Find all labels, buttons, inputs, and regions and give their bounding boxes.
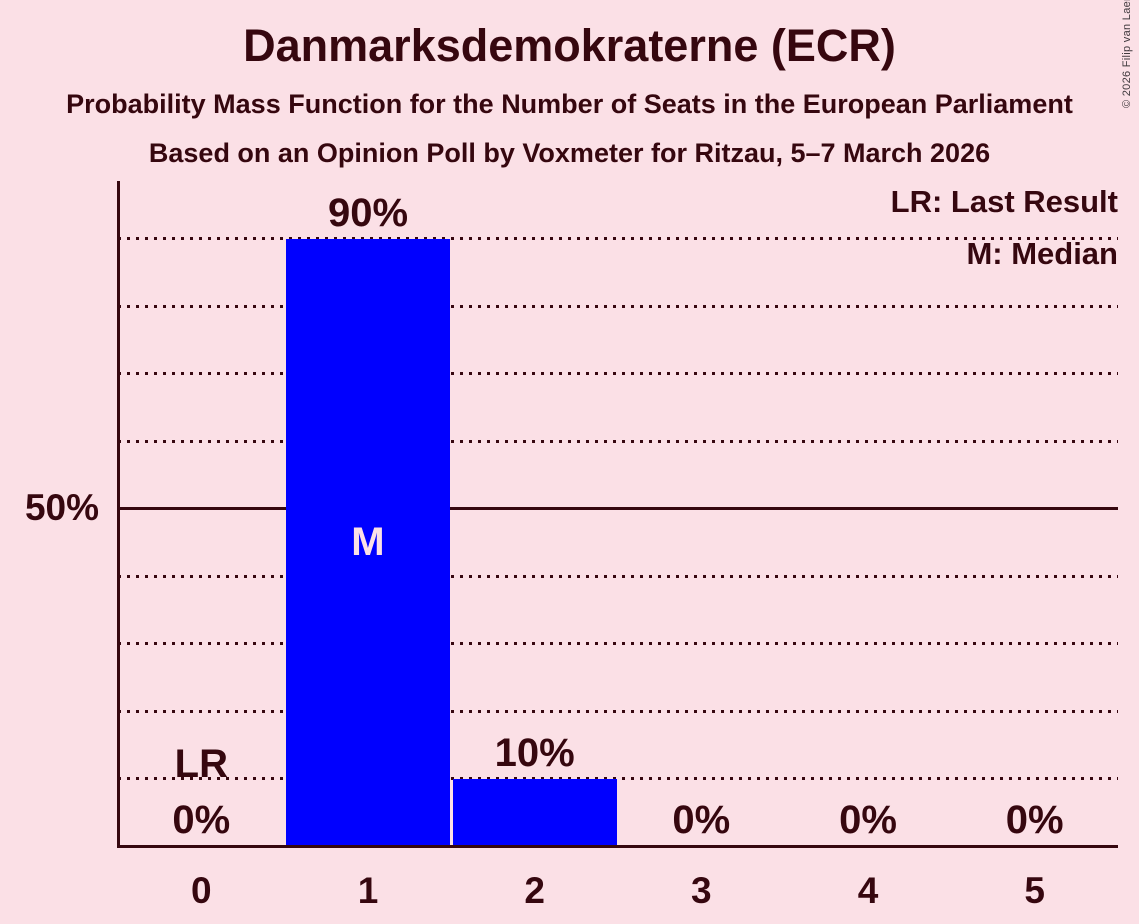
gridline-dotted-80 <box>118 304 1118 308</box>
gridline-dotted-40 <box>118 574 1118 578</box>
y-axis-line <box>116 181 120 848</box>
x-axis-label-1: 1 <box>357 870 379 911</box>
bar-value-label-3: 0% <box>672 798 731 842</box>
bar-slot-2: 10% <box>451 181 618 846</box>
legend-last-result: LR: Last Result <box>890 184 1118 219</box>
chart-title: Danmarksdemokraterne (ECR) <box>243 20 896 71</box>
bar-slot-5: 0% <box>951 181 1118 846</box>
gridline-dotted-60 <box>118 439 1118 443</box>
plot-area: 0% LR M 90% 10% 0% 0% 0% <box>116 181 1118 848</box>
x-axis-label-5: 5 <box>1024 870 1045 911</box>
gridline-dotted-30 <box>118 642 1118 645</box>
gridline-dotted-10 <box>118 777 1118 780</box>
bar-slot-4: 0% <box>785 181 952 846</box>
bar-seats-2 <box>452 778 617 846</box>
gridline-dotted-90 <box>118 237 1118 240</box>
bar-value-label-5: 0% <box>1005 798 1064 842</box>
gridline-solid-50 <box>118 507 1118 510</box>
x-axis-label-4: 4 <box>857 870 879 911</box>
gridline-dotted-20 <box>118 709 1118 713</box>
bar-value-label-4: 0% <box>839 798 897 842</box>
gridline-dotted-70 <box>118 372 1118 375</box>
x-axis-line <box>116 844 1118 848</box>
chart-subtitle: Probability Mass Function for the Number… <box>66 89 1073 119</box>
bar-slot-0: 0% LR <box>118 181 285 846</box>
x-axis-label-3: 3 <box>691 870 712 911</box>
legend-median: M: Median <box>966 236 1118 271</box>
bar-slot-3: 0% <box>618 181 785 846</box>
bar-slot-1: M 90% <box>285 181 452 846</box>
bar-value-label-0: 0% <box>172 798 231 842</box>
median-marker: M <box>351 520 385 565</box>
bar-value-label-2: 10% <box>494 730 575 775</box>
x-axis-label-0: 0 <box>191 870 212 911</box>
last-result-marker: LR <box>174 742 228 786</box>
chart-poll-source: Based on an Opinion Poll by Voxmeter for… <box>148 138 991 168</box>
x-axis-label-2: 2 <box>524 870 545 911</box>
bar-value-label-1: 90% <box>327 190 409 235</box>
bar-seats-1: M <box>285 238 450 846</box>
y-axis-tick-label: 50% <box>24 487 99 528</box>
